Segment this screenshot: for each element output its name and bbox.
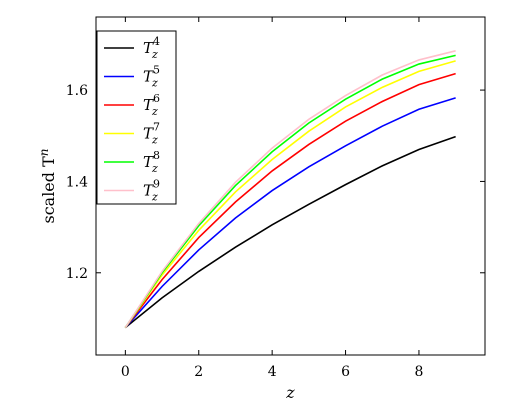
y-axis-label-superscript: n: [37, 148, 51, 156]
series-layer: [124, 50, 456, 329]
series-line-9: [124, 50, 456, 329]
y-tick-label: 1.2: [66, 266, 88, 282]
legend-label-9: T9 z: [143, 178, 160, 204]
x-tick-label: 2: [194, 364, 203, 380]
x-tick-label: 4: [268, 364, 277, 380]
x-axis-label: z: [285, 383, 295, 402]
x-tick-label: 0: [121, 364, 130, 380]
x-tick-label: 6: [341, 364, 350, 380]
series-line-5: [124, 97, 456, 329]
legend-label-5: T5 z: [143, 64, 160, 90]
legend-label-8: T8 z: [143, 149, 160, 175]
y-tick-label: 1.4: [66, 174, 88, 190]
y-axis-label: scaled Tn: [37, 148, 58, 223]
legend-label-7: T7 z: [143, 121, 160, 147]
y-tick-label: 1.6: [66, 83, 88, 99]
series-line-4: [124, 135, 456, 329]
y-axis-label-text: scaled T: [39, 156, 58, 224]
legend-label-6: T6 z: [143, 92, 160, 118]
series-line-7: [124, 60, 456, 329]
legend-box: [96, 30, 177, 205]
x-tick-label: 8: [414, 364, 423, 380]
plot-frame: [95, 16, 486, 356]
legend: T4 z T5 z T6 z T7 z T8 z T9 z: [96, 30, 177, 205]
series-line-8: [124, 54, 456, 329]
legend-label-4: T4 z: [143, 35, 160, 61]
series-line-6: [124, 72, 456, 329]
